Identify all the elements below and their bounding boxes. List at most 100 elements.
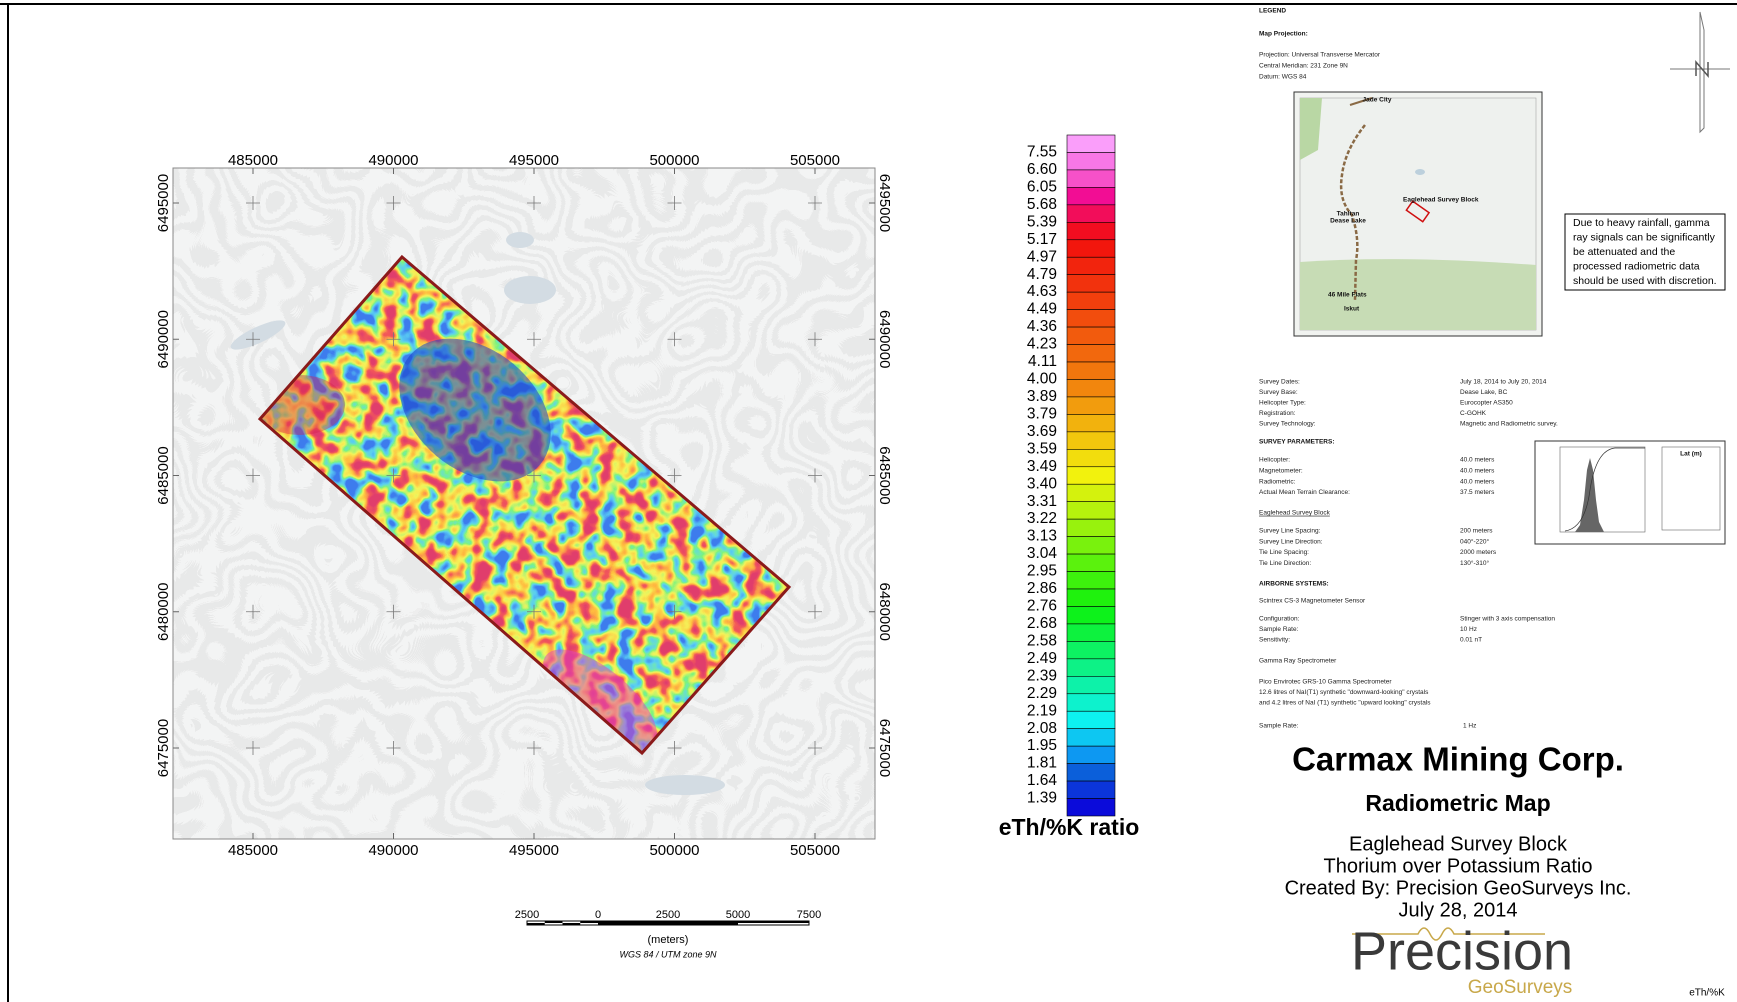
grid-cross	[246, 468, 260, 483]
x-coordinate-label: 500000	[649, 842, 699, 859]
y-coordinate-label: 6490000	[155, 310, 172, 368]
inset-lake	[1415, 169, 1425, 175]
color-segment	[1066, 466, 1116, 485]
color-scale-label: 1.39	[1027, 790, 1057, 807]
color-scale-label: 4.00	[1027, 371, 1058, 388]
map-frame	[172, 167, 876, 840]
scale-label: 0	[595, 909, 601, 921]
color-segment	[1066, 379, 1116, 398]
color-segment	[1066, 588, 1116, 607]
color-scale: eTh/%K ratio 7.556.606.055.685.395.174.9…	[999, 134, 1140, 840]
north-arrow	[1670, 11, 1730, 134]
row-label: Tie Line Direction:	[1259, 560, 1311, 567]
row-value: C-GOHK	[1460, 410, 1487, 417]
row-value: Dease Lake, BC	[1460, 389, 1508, 396]
spectrometer-line: and 4.2 litres of NaI (T1) synthetic "up…	[1259, 700, 1431, 707]
grid-cross	[246, 741, 260, 755]
x-coordinate-label: 495000	[509, 152, 559, 169]
color-scale-label: 4.63	[1027, 283, 1057, 300]
cumulative-curve	[1564, 447, 1645, 532]
color-segment	[1066, 291, 1116, 310]
y-coordinate-label: 6490000	[876, 310, 893, 368]
color-scale-label: 7.55	[1027, 144, 1057, 161]
color-segment	[1066, 256, 1116, 275]
row-value: 200 meters	[1460, 528, 1493, 535]
projection-line: Projection: Universal Transverse Mercato…	[1259, 52, 1381, 59]
color-scale-label: 1.95	[1027, 737, 1057, 754]
scale-unit: (meters)	[648, 934, 689, 946]
color-segment	[1066, 344, 1116, 363]
color-scale-label: 2.19	[1027, 702, 1057, 719]
row-value: 40.0 meters	[1460, 478, 1495, 485]
grid-cross	[808, 604, 822, 619]
color-scale-label: 4.11	[1028, 353, 1057, 370]
scale-bar: (meters) WGS 84 / UTM zone 9N 2500 0 2500 5…	[515, 909, 821, 959]
row-value: 1 Hz	[1463, 723, 1476, 730]
lake	[504, 276, 556, 304]
grid-cross	[527, 741, 541, 755]
color-segment	[1066, 780, 1116, 799]
color-scale-label: 3.22	[1027, 510, 1057, 527]
color-segment	[1066, 763, 1116, 782]
lake	[645, 775, 725, 795]
histogram-title: Lat (m)	[1680, 451, 1702, 458]
inset-label: Jade City	[1363, 97, 1392, 104]
inset-label: Dease Lake	[1330, 218, 1366, 225]
color-segment	[1066, 187, 1116, 206]
x-coordinate-label: 485000	[228, 842, 278, 859]
title-line: Thorium over Potassium Ratio	[1324, 855, 1593, 877]
note-line: Due to heavy rainfall, gamma	[1573, 217, 1710, 229]
color-scale-label: 3.79	[1027, 405, 1057, 422]
color-segment	[1066, 326, 1116, 345]
color-segment	[1066, 553, 1116, 572]
logo-wave	[1352, 927, 1545, 941]
inset-label: 46 Mile Flats	[1328, 292, 1367, 299]
row-value: 0.01 nT	[1460, 637, 1482, 644]
grid-cross	[667, 332, 682, 347]
color-scale-label: 4.23	[1027, 336, 1057, 353]
color-segment	[1066, 361, 1116, 380]
color-segment	[1066, 169, 1116, 188]
color-segment	[1066, 152, 1116, 171]
color-segment	[1066, 222, 1116, 241]
y-coordinate-label: 6495000	[876, 174, 893, 232]
company-name: Carmax Mining Corp.	[1292, 741, 1624, 778]
row-label: Tie Line Spacing:	[1259, 549, 1309, 556]
scale-label: 2500	[656, 909, 680, 921]
projection-line: Datum: WGS 84	[1259, 74, 1307, 81]
x-coordinate-label: 505000	[790, 842, 840, 859]
x-coordinate-label: 485000	[228, 152, 278, 169]
color-segment	[1066, 449, 1116, 468]
color-segment	[1066, 536, 1116, 555]
color-scale-label: 4.36	[1027, 318, 1057, 335]
instrument: Gamma Ray Spectrometer	[1259, 658, 1337, 665]
projection-line: Central Meridian: 231 Zone 9N	[1259, 63, 1348, 70]
grid-cross	[667, 468, 682, 483]
color-segment	[1066, 745, 1116, 764]
color-segment	[1066, 501, 1116, 520]
color-scale-title: eTh/%K ratio	[999, 814, 1140, 840]
section-heading: SURVEY PARAMETERS:	[1259, 439, 1335, 446]
row-value: 10 Hz	[1460, 626, 1477, 633]
color-scale-label: 3.40	[1027, 475, 1058, 492]
row-label: Helicopter:	[1259, 457, 1290, 464]
lake	[506, 232, 534, 248]
x-coordinate-label: 490000	[368, 842, 418, 859]
block-outline	[257, 254, 792, 756]
row-label: Configuration:	[1259, 616, 1300, 623]
color-segment	[1066, 134, 1116, 153]
color-scale-label: 3.59	[1027, 440, 1057, 457]
note-line: should be used with discretion.	[1573, 275, 1717, 287]
color-scale-label: 3.89	[1027, 388, 1057, 405]
section-heading: Eaglehead Survey Block	[1259, 510, 1331, 517]
color-scale-label: 3.31	[1027, 493, 1057, 510]
color-segment	[1066, 623, 1116, 642]
stats-box	[1661, 446, 1721, 531]
color-scale-label: 2.86	[1027, 580, 1057, 597]
inset-road	[1349, 97, 1373, 106]
color-segment	[1066, 274, 1116, 293]
row-label: Survey Dates:	[1259, 379, 1300, 386]
grid-cross	[808, 468, 822, 483]
